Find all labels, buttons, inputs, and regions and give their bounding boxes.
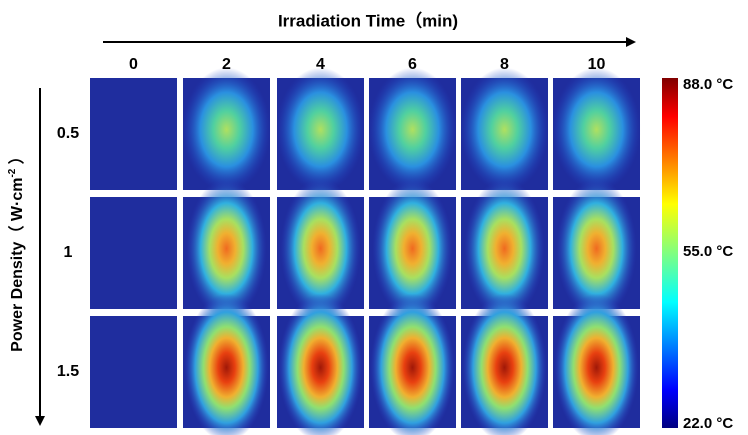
colorbar-label: 55.0 °C: [683, 243, 733, 260]
colorbar-label: 88.0 °C: [683, 76, 733, 93]
column-label: 8: [500, 56, 509, 73]
hot-spot: [371, 294, 455, 435]
column-label: 4: [316, 56, 325, 73]
colorbar-label: 22.0 °C: [683, 415, 733, 432]
thermal-image: [369, 294, 456, 435]
column-label: 10: [588, 56, 606, 73]
y-title-end: ）: [8, 148, 26, 168]
image-grid: [90, 68, 641, 435]
image-background: [90, 78, 177, 190]
thermal-image: [553, 68, 641, 192]
hot-spot: [279, 294, 363, 435]
hot-spot: [185, 294, 269, 435]
thermal-image: [461, 294, 548, 435]
hot-spot: [277, 68, 365, 192]
column-label: 0: [129, 56, 138, 73]
image-background: [90, 316, 177, 428]
row-label: 1: [64, 244, 73, 261]
thermal-image: [90, 316, 177, 428]
hot-spot: [183, 68, 271, 192]
column-label: 6: [408, 56, 417, 73]
hot-spot: [555, 294, 639, 435]
thermal-image: [461, 68, 549, 192]
row-label: 0.5: [57, 125, 79, 142]
row-label: 1.5: [57, 363, 79, 380]
hot-spot: [369, 68, 457, 192]
y-axis-title: Power Density（ W·cm-2 ）: [7, 148, 26, 352]
thermal-image: [183, 68, 271, 192]
thermal-image: [553, 294, 640, 435]
thermal-image: [183, 294, 270, 435]
x-axis-title: Irradiation Time（min): [278, 10, 458, 30]
figure: Irradiation Time（min) Power Density（ W·c…: [0, 0, 748, 435]
y-title-text: Power Density（ W·cm: [8, 178, 26, 352]
hot-spot: [553, 68, 641, 192]
image-background: [90, 197, 177, 309]
thermal-image: [277, 68, 365, 192]
thermal-image: [90, 197, 177, 309]
thermal-image: [369, 68, 457, 192]
colorbar: [662, 78, 678, 428]
hot-spot: [461, 68, 549, 192]
column-label: 2: [222, 56, 231, 73]
thermal-image: [90, 78, 177, 190]
thermal-image: [277, 294, 364, 435]
hot-spot: [463, 294, 547, 435]
